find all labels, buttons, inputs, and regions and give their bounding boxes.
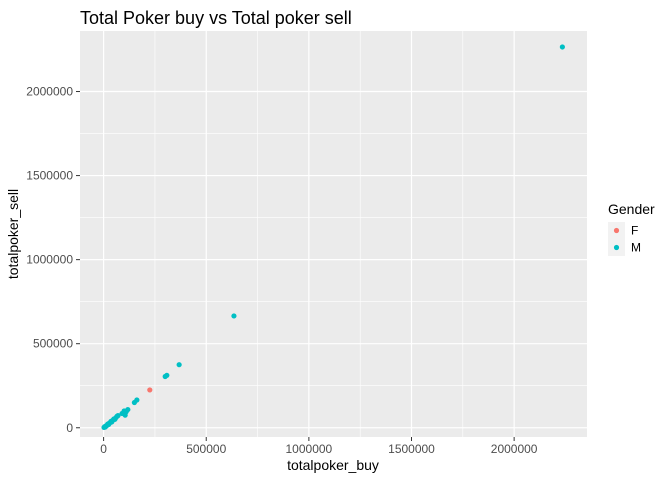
y-axis-ticks: 0 500000 1000000 1500000 2000000: [26, 85, 80, 435]
point-F-0: [147, 387, 153, 393]
data-points: [101, 44, 565, 431]
point-M-29: [559, 44, 565, 50]
legend-label-M: M: [631, 241, 641, 255]
x-tick-label-4: 2000000: [491, 442, 538, 456]
chart-title: Total Poker buy vs Total poker sell: [80, 8, 352, 28]
x-axis-title: totalpoker_buy: [287, 457, 379, 473]
major-gridlines: [80, 31, 587, 437]
x-tick-label-1: 500000: [186, 442, 226, 456]
legend-marker-M: [613, 244, 620, 251]
y-tick-label-2: 1000000: [26, 253, 73, 267]
y-tick-label-4: 2000000: [26, 85, 73, 99]
y-axis-title: totalpoker_sell: [5, 189, 21, 279]
point-M-24: [134, 397, 140, 403]
y-tick-label-3: 1500000: [26, 169, 73, 183]
y-tick-label-0: 0: [66, 421, 73, 435]
point-M-22: [125, 406, 131, 413]
y-tick-label-1: 500000: [33, 337, 73, 351]
plot-panel: [80, 31, 587, 437]
legend-marker-F: [613, 227, 620, 234]
x-axis-ticks: 0 500000 1000000 1500000 2000000: [100, 437, 538, 456]
point-M-27: [176, 362, 182, 368]
legend-title: Gender: [608, 201, 655, 217]
point-M-26: [164, 372, 170, 378]
x-tick-label-3: 1500000: [388, 442, 435, 456]
legend: Gender FM: [608, 201, 655, 256]
x-tick-label-0: 0: [100, 442, 107, 456]
legend-label-F: F: [631, 224, 638, 238]
x-tick-label-2: 1000000: [286, 442, 333, 456]
minor-gridlines: [80, 31, 587, 437]
legend-entries: FM: [608, 222, 641, 256]
point-M-28: [231, 313, 237, 319]
point-M-17: [115, 413, 121, 419]
